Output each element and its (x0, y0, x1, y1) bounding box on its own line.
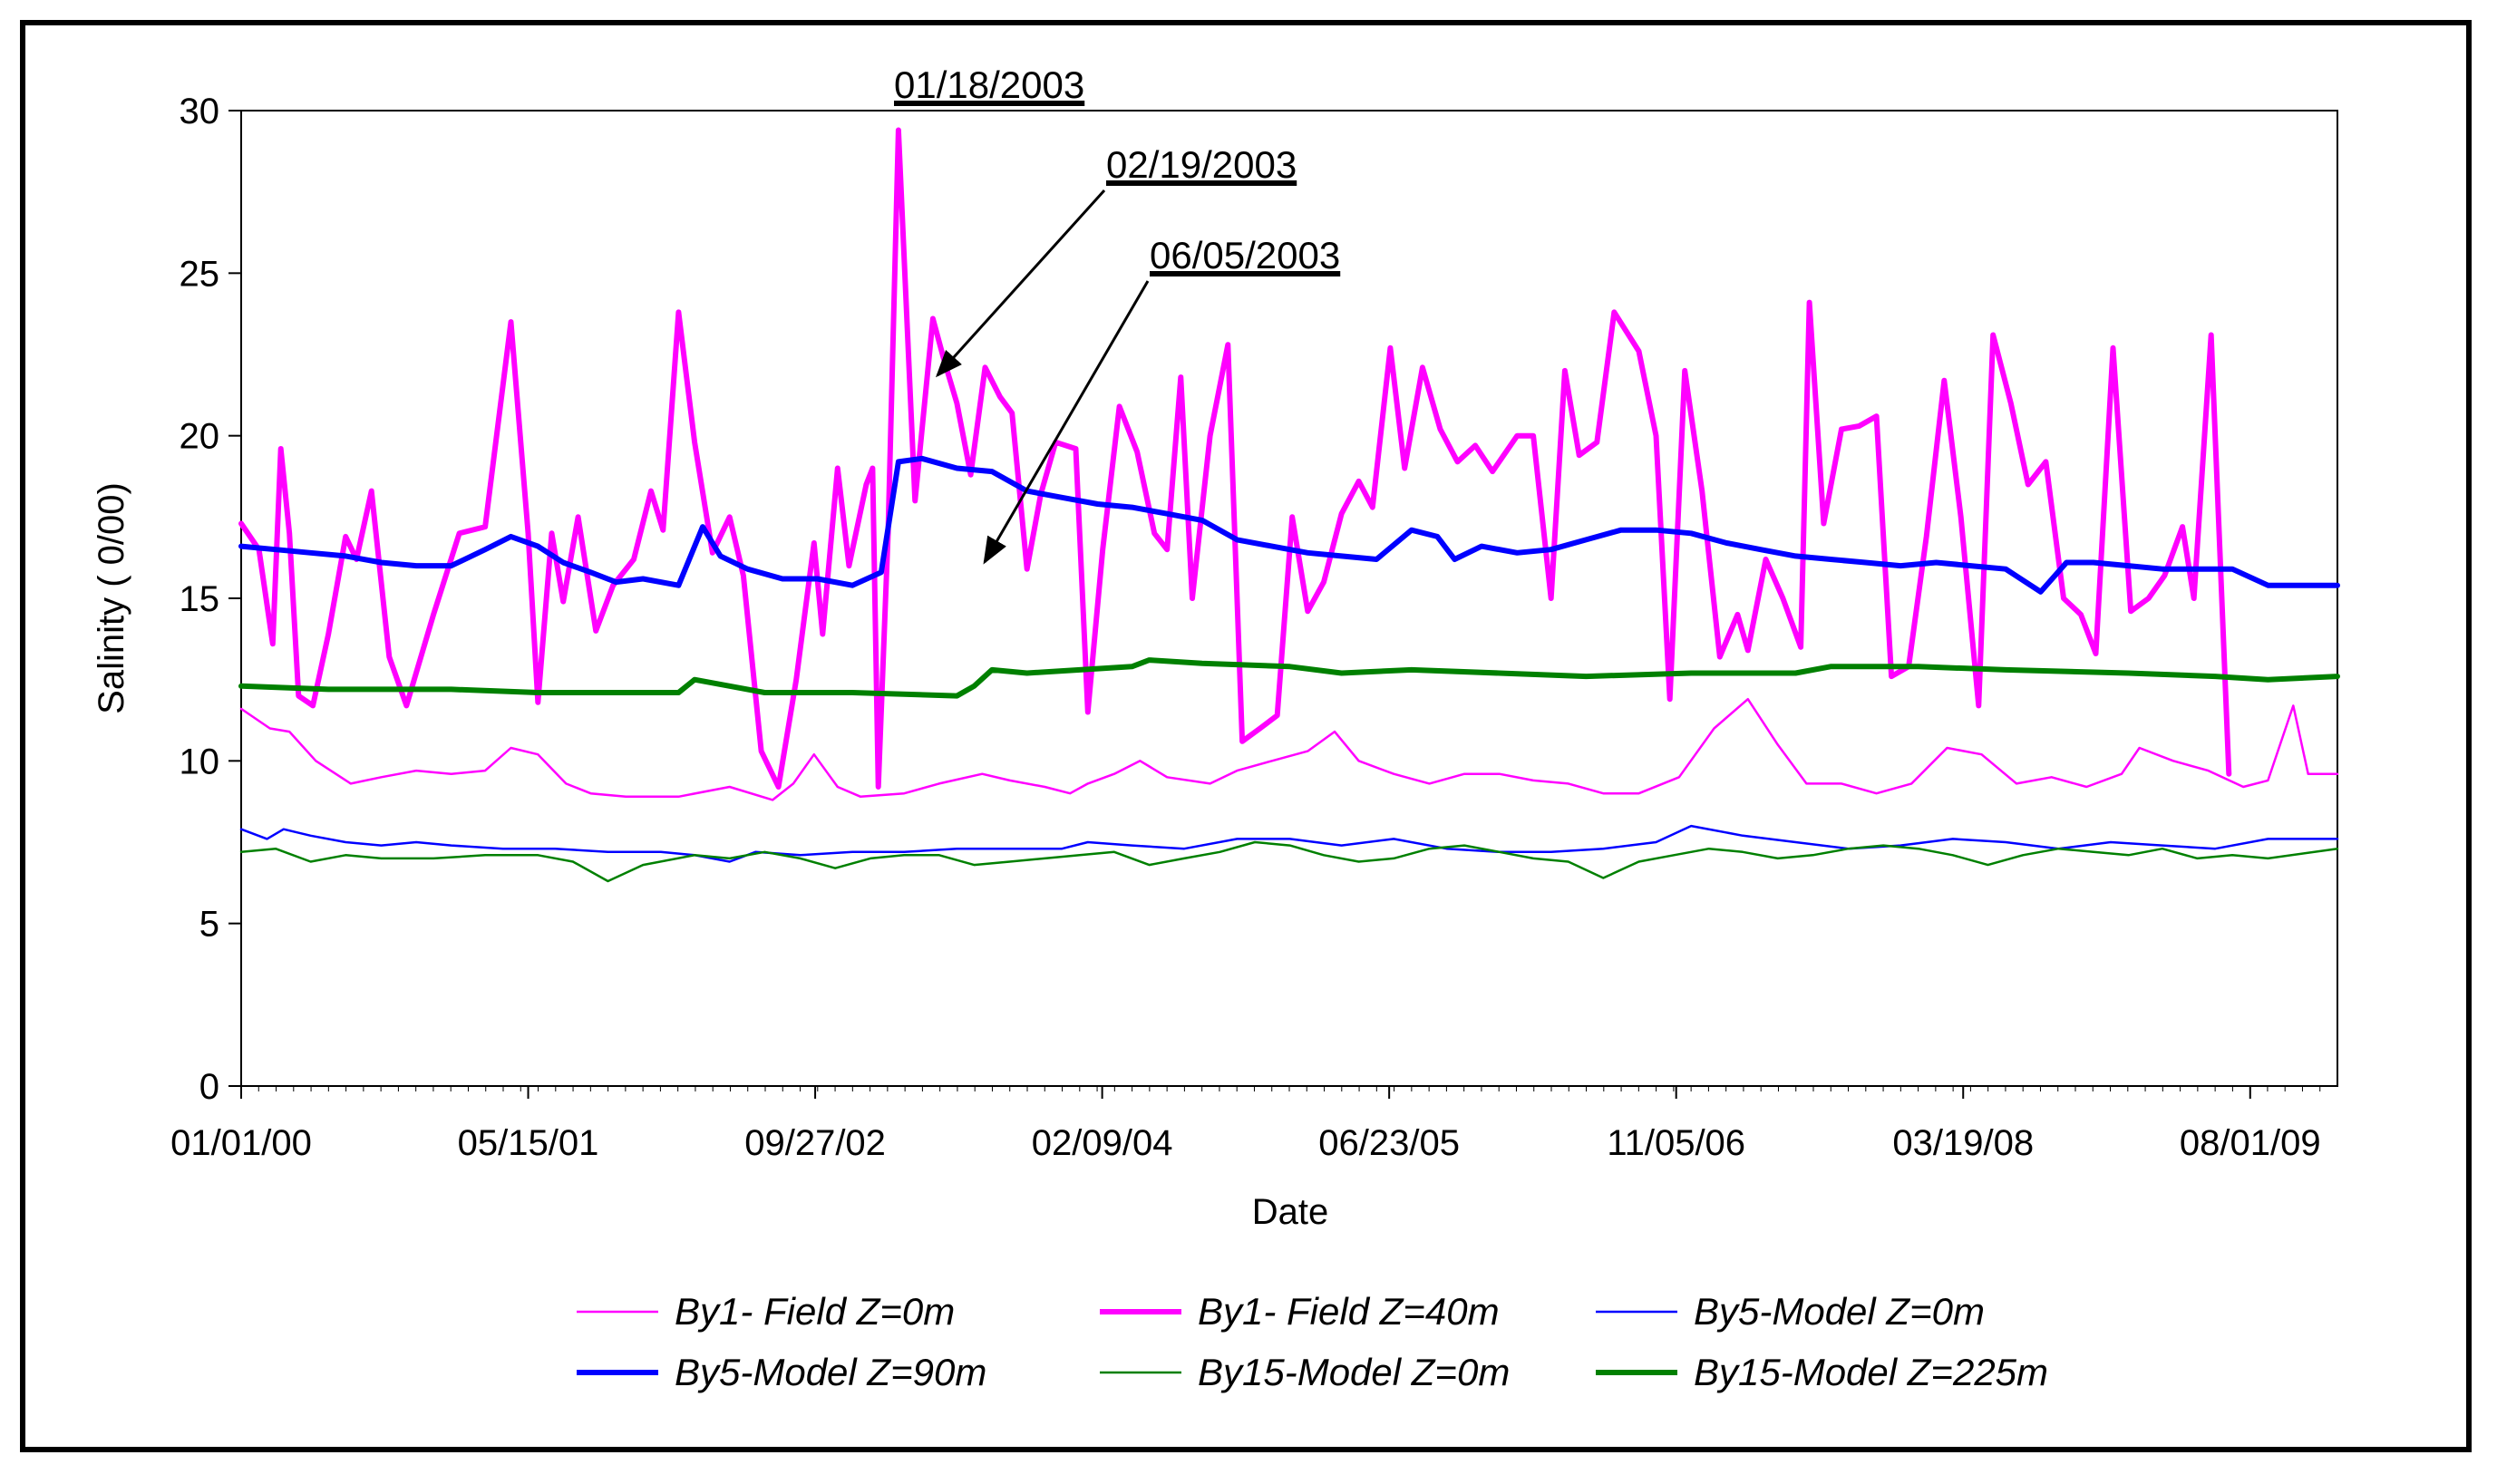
series-line-4 (238, 455, 2340, 595)
y-tick-label: 30 (180, 92, 220, 131)
x-tick-label: 03/19/08 (1892, 1123, 2034, 1163)
annotation-label: 06/05/2003 (1150, 234, 1340, 276)
legend-label: By5-Model Z=90m (675, 1351, 986, 1393)
x-axis-title: Date (1252, 1192, 1329, 1232)
annotation-label: 01/18/2003 (894, 63, 1084, 106)
y-axis-title: Salinity ( 0/00) (92, 482, 131, 714)
series-layer (238, 127, 2340, 883)
legend-label: By1- Field Z=0m (675, 1290, 955, 1333)
y-tick-label: 5 (199, 905, 219, 945)
series-line-2 (238, 127, 2232, 790)
x-tick-label: 05/15/01 (458, 1123, 599, 1163)
x-axis: 01/01/00 05/15/01 09/27/02 02/09/04 06/23/05… (170, 1086, 2321, 1163)
x-tick-label: 01/01/00 (170, 1123, 312, 1163)
chart-frame: 0 5 10 15 20 25 30 01/01/00 05/15/01 09/27/02 02/… (20, 20, 2472, 1452)
salinity-line-chart: 0 5 10 15 20 25 30 01/01/00 05/15/01 09/27/02 02/… (92, 63, 2340, 1393)
legend-label: By1- Field Z=40m (1198, 1290, 1500, 1333)
y-tick-label: 15 (180, 579, 220, 619)
y-tick-label: 10 (180, 742, 220, 781)
y-tick-label: 25 (180, 254, 220, 294)
y-tick-label: 20 (180, 417, 220, 457)
annotation-arrow (983, 280, 1150, 565)
legend-label: By5-Model Z=0m (1694, 1290, 1985, 1333)
annotation-layer: 01/18/2003 02/19/2003 06/05/2003 (894, 63, 1341, 565)
x-tick-label: 09/27/02 (744, 1123, 886, 1163)
y-tick-label: 0 (199, 1067, 219, 1107)
y-axis: 0 5 10 15 20 25 30 (180, 92, 241, 1107)
series-line-5 (239, 840, 2339, 883)
x-tick-label: 11/05/06 (1607, 1123, 1745, 1163)
chart-legend: By1- Field Z=0m By1- Field Z=40m By5-Model… (577, 1290, 2048, 1393)
annotation-arrow (935, 189, 1106, 378)
series-line-6 (238, 657, 2340, 699)
series-line-1 (239, 697, 2339, 801)
x-tick-label: 08/01/09 (2180, 1123, 2321, 1163)
x-tick-label: 02/09/04 (1032, 1123, 1173, 1163)
legend-label: By15-Model Z=0m (1198, 1351, 1510, 1393)
annotation-label: 02/19/2003 (1106, 143, 1297, 186)
legend-label: By15-Model Z=225m (1694, 1351, 2048, 1393)
series-line-3 (239, 824, 2339, 863)
x-tick-label: 06/23/05 (1318, 1123, 1460, 1163)
